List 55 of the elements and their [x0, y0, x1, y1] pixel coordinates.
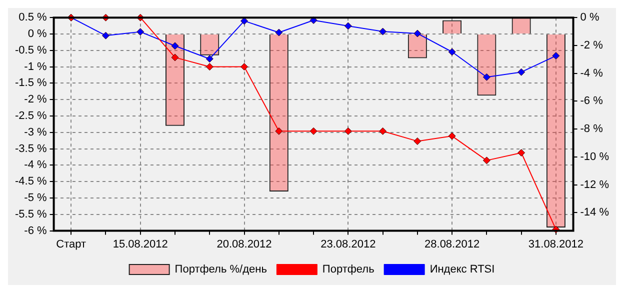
y-tick-label: 0.5 % [18, 12, 47, 24]
x-tick-label: 20.08.2012 [216, 238, 272, 250]
point [552, 52, 560, 60]
y-tick-label: -2 % [24, 94, 48, 106]
y-tick-label: -3.5 % [14, 142, 48, 155]
point [136, 28, 144, 36]
y-tick-label: -1 % [24, 60, 48, 73]
y-tick-label: -6 % [24, 224, 48, 237]
legend-label: Портфель %/день [174, 264, 268, 276]
y2-tick-label: -12 % [580, 178, 610, 191]
point [240, 63, 248, 71]
point [310, 16, 318, 24]
point [518, 149, 526, 157]
y-tick-label: -3 % [24, 126, 48, 138]
x-tick-label: 23.08.2012 [320, 238, 376, 250]
point [379, 28, 387, 36]
point [448, 132, 456, 140]
x-tick-label: 31.08.2012 [528, 238, 584, 250]
point [275, 127, 283, 135]
point [310, 127, 318, 135]
point [379, 127, 387, 135]
y2-tick-label: -4 % [580, 67, 604, 80]
point [171, 54, 179, 62]
y-tick-label: -2.5 % [14, 110, 48, 122]
y2-tick-label: -6 % [580, 95, 604, 108]
x-tick-label: 15.08.2012 [112, 238, 168, 250]
legend-label: Портфель [322, 264, 375, 276]
y-tick-label: -5 % [24, 192, 48, 204]
point [344, 22, 352, 30]
y2-tick-label: 0 % [580, 12, 600, 24]
y2-tick-label: -10 % [580, 150, 610, 163]
y-tick-label: 0 % [28, 28, 47, 40]
y-tick-label: -4 % [24, 159, 48, 172]
y-tick-label: -4.5 % [14, 176, 48, 188]
x-tick-label: Старт [56, 238, 86, 250]
point [482, 156, 490, 164]
y-tick-label: -0.5 % [14, 44, 48, 56]
point [414, 30, 422, 38]
point [171, 42, 179, 50]
point [275, 28, 283, 36]
point [344, 127, 352, 135]
y-tick-label: -5.5 % [14, 208, 48, 220]
point [102, 32, 110, 40]
point [448, 48, 456, 56]
legend-label: Индекс RTSI [430, 264, 495, 276]
point [482, 73, 490, 81]
point [206, 55, 214, 63]
y2-tick-label: -14 % [580, 206, 610, 219]
y2-tick-label: -8 % [580, 123, 604, 136]
point [518, 68, 526, 76]
x-tick-label: 28.08.2012 [424, 238, 480, 250]
y2-tick-label: -2 % [580, 40, 604, 52]
y-tick-label: -1.5 % [14, 77, 48, 90]
point [206, 63, 214, 71]
point [414, 137, 422, 145]
